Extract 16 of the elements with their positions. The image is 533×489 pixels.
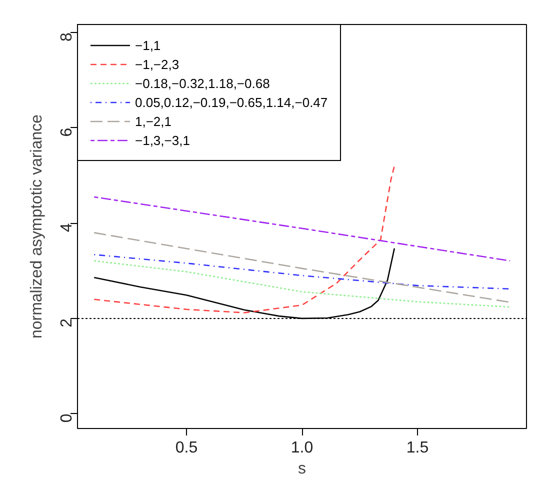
y-tick-label: 6 xyxy=(58,128,76,137)
legend-label: −1,−2,3 xyxy=(135,56,180,72)
y-tick-label: 8 xyxy=(58,32,76,42)
x-tick-label: 0.5 xyxy=(175,440,198,456)
y-tick-label: 2 xyxy=(58,318,76,328)
legend-label: 1,−2,1 xyxy=(135,113,172,129)
y-tick-label: 0 xyxy=(58,414,76,423)
x-axis-title: s xyxy=(298,460,306,478)
x-tick-label: 1.5 xyxy=(406,440,429,456)
legend-label: −0.18,−0.32,1.18,−0.68 xyxy=(135,75,270,91)
legend-label: −1,1 xyxy=(135,37,161,53)
y-axis-title: normalized asymptotic variance xyxy=(28,114,46,339)
x-tick-label: 1.0 xyxy=(290,440,314,456)
legend-label: −1,3,−3,1 xyxy=(135,132,190,148)
legend-label: 0.05,0.12,−0.19,−0.65,1.14,−0.47 xyxy=(135,94,328,110)
y-tick-label: 4 xyxy=(58,223,76,232)
